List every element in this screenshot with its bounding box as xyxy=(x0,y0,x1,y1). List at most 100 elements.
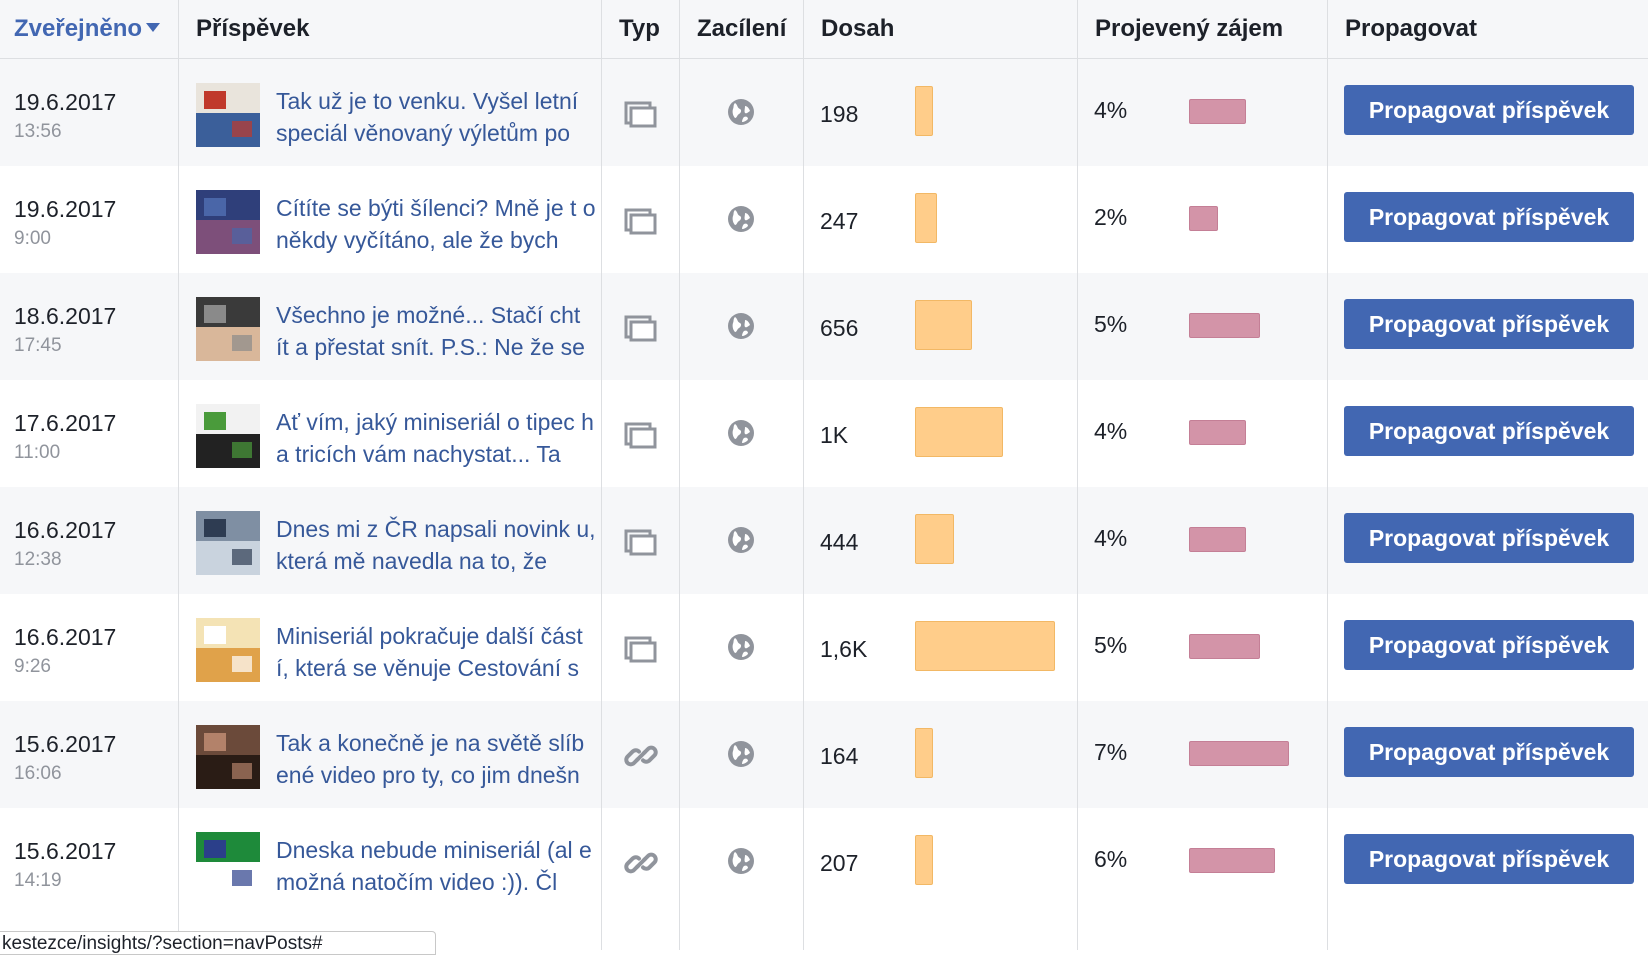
post-time: 9:00 xyxy=(14,228,51,249)
reach-bar xyxy=(915,86,933,136)
reach-bar xyxy=(915,835,933,885)
promote-post-button[interactable]: Propagovat příspěvek xyxy=(1344,620,1634,670)
engagement-bar xyxy=(1189,848,1275,873)
published-label[interactable]: Zveřejněno xyxy=(14,15,143,42)
post-date: 15.6.2017 xyxy=(14,731,117,757)
reach-value: 207 xyxy=(820,850,859,876)
column-header-post[interactable]: Příspěvek xyxy=(196,15,310,42)
engagement-value: 7% xyxy=(1094,739,1128,765)
post-text-link[interactable]: Miniseriál pokračuje další část í, která… xyxy=(276,623,583,681)
post-thumbnail[interactable] xyxy=(196,725,260,789)
promote-post-button[interactable]: Propagovat příspěvek xyxy=(1344,406,1634,456)
post-date: 19.6.2017 xyxy=(14,89,117,115)
promote-post-button[interactable]: Propagovat příspěvek xyxy=(1344,834,1634,884)
reach-bar xyxy=(915,728,933,778)
reach-bar xyxy=(915,514,954,564)
post-text-link[interactable]: Dnes mi z ČR napsali novink u, která mě … xyxy=(276,516,596,574)
reach-bar xyxy=(915,407,1003,457)
engagement-value: 5% xyxy=(1094,632,1128,658)
post-thumbnail[interactable] xyxy=(196,511,260,575)
post-thumbnail[interactable] xyxy=(196,618,260,682)
album-icon xyxy=(624,632,658,666)
column-divider xyxy=(679,0,680,950)
globe-icon xyxy=(726,739,756,769)
reach-bar xyxy=(915,193,937,243)
column-divider xyxy=(601,0,602,950)
table-row[interactable]: 16.6.2017 12:38 Dnes mi z ČR napsali novin… xyxy=(0,487,1648,594)
album-icon xyxy=(624,311,658,345)
post-text-link[interactable]: Všechno je možné... Stačí cht ít a přest… xyxy=(276,302,585,360)
table-row[interactable]: 18.6.2017 17:45 Všechno je možné... Stačí … xyxy=(0,273,1648,380)
post-thumbnail[interactable] xyxy=(196,404,260,468)
post-thumbnail[interactable] xyxy=(196,190,260,254)
promote-post-button[interactable]: Propagovat příspěvek xyxy=(1344,727,1634,777)
column-divider xyxy=(1327,0,1328,950)
column-divider xyxy=(178,0,179,950)
promote-post-button[interactable]: Propagovat příspěvek xyxy=(1344,192,1634,242)
status-bar-url: kestezce/insights/?section=navPosts# xyxy=(0,931,436,955)
reach-value: 656 xyxy=(820,315,859,341)
reach-value: 1,6K xyxy=(820,636,868,662)
post-time: 14:19 xyxy=(14,870,62,891)
globe-icon xyxy=(726,418,756,448)
post-thumbnail[interactable] xyxy=(196,297,260,361)
globe-icon xyxy=(726,525,756,555)
globe-icon xyxy=(726,632,756,662)
column-header-reach[interactable]: Dosah xyxy=(821,15,895,42)
table-row[interactable]: 15.6.2017 16:06 Tak a konečně je na světě … xyxy=(0,701,1648,808)
post-date: 15.6.2017 xyxy=(14,838,117,864)
table-row[interactable]: 16.6.2017 9:26 Miniseriál pokračuje další … xyxy=(0,594,1648,701)
column-header-promote: Propagovat xyxy=(1345,15,1478,42)
reach-bar xyxy=(915,300,972,350)
table-row[interactable]: 15.6.2017 14:19 Dneska nebude miniseriál (… xyxy=(0,808,1648,915)
globe-icon xyxy=(726,97,756,127)
column-divider xyxy=(1077,0,1078,950)
album-icon xyxy=(624,97,658,131)
column-header-targeting[interactable]: Zacílení xyxy=(697,15,787,42)
post-time: 12:38 xyxy=(14,549,62,570)
promote-post-button[interactable]: Propagovat příspěvek xyxy=(1344,513,1634,563)
globe-icon xyxy=(726,846,756,876)
post-thumbnail[interactable] xyxy=(196,832,260,896)
engagement-bar xyxy=(1189,99,1246,124)
engagement-value: 4% xyxy=(1094,418,1128,444)
column-divider xyxy=(803,0,804,950)
post-thumbnail[interactable] xyxy=(196,83,260,147)
post-text-link[interactable]: Tak už je to venku. Vyšel letní speciál … xyxy=(276,88,579,146)
sort-caret-icon[interactable] xyxy=(146,23,161,33)
table-row[interactable]: 19.6.2017 13:56 Tak už je to venku. Vyšel … xyxy=(0,59,1648,166)
reach-value: 198 xyxy=(820,101,859,127)
album-icon xyxy=(624,204,658,238)
album-icon xyxy=(624,525,658,559)
post-text-link[interactable]: Ať vím, jaký miniseriál o tipec h a tric… xyxy=(276,409,594,467)
engagement-bar xyxy=(1189,420,1246,445)
engagement-value: 2% xyxy=(1094,204,1128,230)
promote-post-button[interactable]: Propagovat příspěvek xyxy=(1344,299,1634,349)
table-header: Zveřejněno Příspěvek Typ Zacílení Dosah … xyxy=(0,0,1648,59)
globe-icon xyxy=(726,204,756,234)
engagement-value: 4% xyxy=(1094,525,1128,551)
promote-post-button[interactable]: Propagovat příspěvek xyxy=(1344,85,1634,135)
link-icon xyxy=(624,846,658,880)
table-row[interactable]: 19.6.2017 9:00 Cítíte se býti šílenci? Mně… xyxy=(0,166,1648,273)
column-header-type[interactable]: Typ xyxy=(619,15,660,42)
reach-value: 444 xyxy=(820,529,859,555)
post-time: 17:45 xyxy=(14,335,62,356)
post-date: 19.6.2017 xyxy=(14,196,117,222)
reach-value: 1K xyxy=(820,422,849,448)
engagement-bar xyxy=(1189,527,1246,552)
post-time: 9:26 xyxy=(14,656,51,677)
post-date: 16.6.2017 xyxy=(14,624,117,650)
reach-value: 164 xyxy=(820,743,859,769)
table-row[interactable]: 17.6.2017 11:00 Ať vím, jaký miniseriál o … xyxy=(0,380,1648,487)
post-text-link[interactable]: Cítíte se býti šílenci? Mně je t o někdy… xyxy=(276,195,596,253)
post-text-link[interactable]: Tak a konečně je na světě slíb ené video… xyxy=(276,730,585,788)
post-text-link[interactable]: Dneska nebude miniseriál (al e možná nat… xyxy=(276,837,592,895)
column-header-published[interactable]: Zveřejněno xyxy=(0,0,178,58)
reach-bar xyxy=(915,621,1055,671)
reach-value: 247 xyxy=(820,208,859,234)
column-header-engagement[interactable]: Projevený zájem xyxy=(1095,15,1284,42)
post-time: 11:00 xyxy=(14,442,61,463)
post-time: 13:56 xyxy=(14,121,62,142)
